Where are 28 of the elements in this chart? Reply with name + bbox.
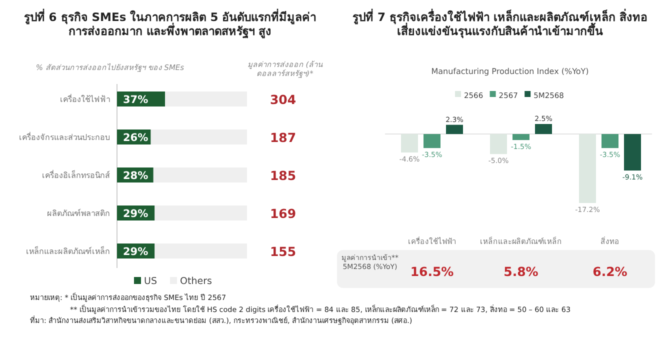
legend-label: Others	[180, 276, 212, 287]
text: 304	[270, 92, 296, 107]
text: 16.5%	[410, 264, 454, 279]
chart-title: รูปที่ 7 ธุรกิจเครื่องใช้ไฟฟ้า เหล็กและผลิตภัณฑ์เหล็ก สิ่งทอ เสี่ยงแข่งขันรุนแรงกับสินค้านำเข้ามากขึ้น	[351, 10, 649, 39]
bar	[165, 92, 247, 106]
text: 155	[270, 244, 296, 259]
bar	[150, 130, 247, 144]
y-tick-label: เหล็กและผลิตภัณฑ์เหล็ก	[26, 246, 110, 256]
y-tick-label: ผลิตภัณฑ์พลาสติก	[47, 208, 110, 218]
chart-title: รูปที่ 6 ธุรกิจ SMEs ในภาคการผลิต 5 อันดับแรกที่มีมูลค่าการส่งออกมาก และพึ่งพาตลาดสหรัฐฯ สูง	[22, 10, 318, 39]
data-label: 29%	[123, 208, 149, 220]
data-label: 37%	[123, 94, 149, 106]
data-label: 26%	[123, 132, 149, 144]
y-tick-label: เครื่องใช้ไฟฟ้า	[60, 93, 110, 104]
text: 187	[270, 130, 296, 145]
text: 169	[270, 206, 296, 221]
bar	[154, 206, 247, 220]
data-label: 29%	[123, 246, 149, 258]
legend-label: US	[144, 276, 157, 287]
bar	[154, 244, 247, 258]
y-tick-label: เครื่องอิเล็กทรอนิกส์	[42, 169, 110, 180]
data-label: 28%	[123, 170, 149, 182]
text: 185	[270, 168, 296, 183]
bar	[153, 168, 247, 182]
y-tick-label: เครื่องจักรและส่วนประกอบ	[19, 131, 110, 142]
text: 5.8%	[504, 264, 539, 279]
chart-subtitle: Manufacturing Production Index (%YoY)	[430, 67, 590, 77]
text: 6.2%	[592, 264, 628, 279]
